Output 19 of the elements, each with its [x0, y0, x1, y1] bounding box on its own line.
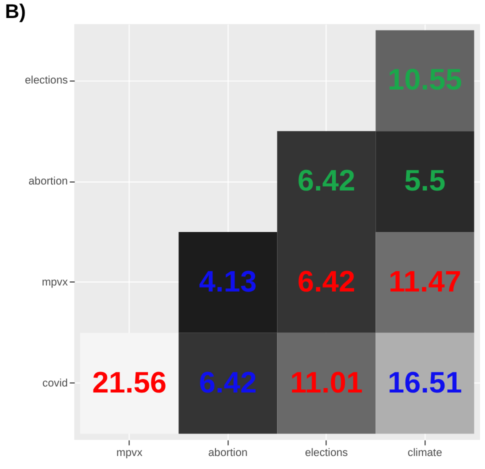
y-tick-label: covid: [42, 377, 68, 390]
data-label: 11.01: [290, 366, 363, 400]
data-label: 5.5: [404, 164, 446, 198]
data-label: 4.13: [199, 265, 257, 298]
y-tick-label: mpvx: [42, 276, 68, 288]
x-tick-label: mpvx: [116, 447, 143, 460]
y-tick-label: abortion: [28, 176, 68, 188]
x-tick-label: elections: [304, 447, 348, 460]
y-tick-label: elections: [24, 74, 68, 87]
data-label: 10.55: [388, 64, 462, 97]
x-tick-label: climate: [408, 447, 442, 460]
x-tick-label: abortion: [208, 447, 248, 460]
data-label: 6.42: [298, 164, 356, 198]
data-label: 16.51: [388, 366, 462, 400]
data-label: 21.56: [92, 366, 167, 400]
data-label: 6.42: [298, 265, 356, 298]
chart-title: B): [4, 1, 26, 24]
data-label: 11.47: [388, 265, 462, 298]
data-label: 6.42: [199, 366, 257, 400]
